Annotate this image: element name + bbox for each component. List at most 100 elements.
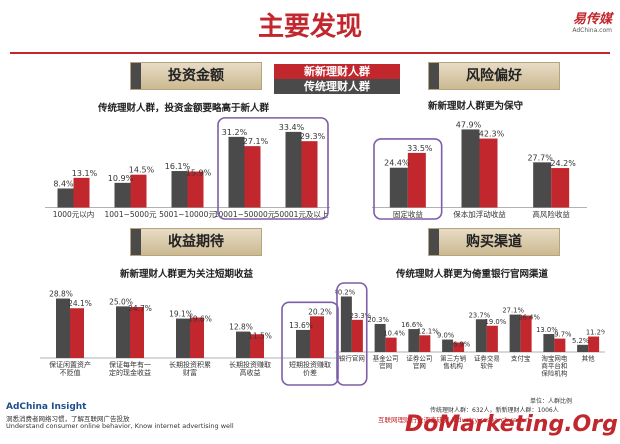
bar-traditional bbox=[461, 129, 480, 208]
data-label-traditional: 5.2% bbox=[572, 337, 590, 345]
bar-new bbox=[520, 315, 532, 352]
data-label-new: 19.0% bbox=[485, 318, 507, 326]
data-label-traditional: 16.6% bbox=[401, 321, 423, 329]
bar-traditional bbox=[285, 131, 302, 208]
bar-new bbox=[453, 342, 465, 352]
data-label-traditional: 28.8% bbox=[49, 290, 73, 299]
data-label-new: 6.9% bbox=[453, 340, 471, 348]
bar-traditional bbox=[171, 171, 188, 208]
data-label-traditional: 20.3% bbox=[367, 316, 389, 324]
category-label: 淘宝网电 bbox=[541, 354, 568, 363]
section-header-channel: 购买渠道 bbox=[428, 228, 560, 256]
section-header-return: 收益期待 bbox=[130, 228, 262, 256]
category-label: 5001~10000元 bbox=[159, 210, 216, 219]
category-label: 保险机构 bbox=[541, 369, 568, 378]
data-label-new: 11.5% bbox=[248, 331, 272, 340]
data-label-traditional: 47.9% bbox=[456, 120, 482, 129]
data-label-traditional: 40.2% bbox=[335, 288, 356, 296]
bar-traditional bbox=[374, 323, 386, 352]
category-label: 高收益 bbox=[240, 368, 261, 377]
bar-traditional bbox=[57, 188, 74, 208]
data-label-traditional: 23.7% bbox=[469, 311, 491, 319]
category-label: 长期投资积累 bbox=[169, 360, 211, 369]
highlight-box bbox=[373, 138, 443, 220]
bar-new bbox=[419, 335, 431, 352]
data-label-new: 24.1% bbox=[68, 299, 92, 308]
bar-traditional bbox=[408, 329, 420, 352]
data-label-new: 14.5% bbox=[129, 166, 155, 175]
subtitle-investment: 传统理财人群，投资金额要略高于新人群 bbox=[98, 103, 270, 114]
category-label: 官网 bbox=[379, 361, 392, 370]
footer-brand: AdChina Insight bbox=[6, 402, 87, 412]
subtitle-risk: 新新理财人群更为保守 bbox=[428, 101, 524, 112]
bar-traditional bbox=[340, 296, 352, 352]
data-label-new: 24.2% bbox=[550, 159, 576, 168]
data-label-traditional: 9.0% bbox=[437, 332, 455, 340]
bar-new bbox=[351, 319, 363, 352]
highlight-box bbox=[281, 301, 339, 386]
category-label: 长期投资赚取 bbox=[229, 360, 271, 369]
data-label-traditional: 31.2% bbox=[222, 128, 248, 137]
category-label: 50001元及以上 bbox=[275, 210, 329, 219]
bar-traditional bbox=[475, 319, 487, 352]
data-label-new: 20.2% bbox=[308, 307, 332, 316]
data-label-traditional: 8.4% bbox=[53, 179, 74, 188]
section-header-risk: 风险偏好 bbox=[428, 62, 560, 90]
category-label: 保本加浮动收益 bbox=[453, 209, 506, 219]
bar-new bbox=[486, 325, 498, 352]
bar-traditional bbox=[296, 329, 310, 358]
bar-new bbox=[301, 141, 318, 208]
section-title: 收益期待 bbox=[168, 234, 224, 250]
category-label: 官网 bbox=[413, 361, 426, 370]
bar-traditional bbox=[116, 306, 130, 358]
data-label-new: 12.1% bbox=[417, 327, 439, 335]
note-source: 互联网理财行业调查研究 industry research report bbox=[378, 416, 531, 424]
bar-new bbox=[554, 338, 566, 352]
data-label-new: 9.7% bbox=[554, 331, 572, 339]
data-label-new: 26.4% bbox=[518, 314, 540, 322]
data-label-new: 29.3% bbox=[300, 132, 326, 141]
bar-new bbox=[190, 317, 204, 358]
title-divider bbox=[10, 52, 610, 54]
section-title: 风险偏好 bbox=[466, 68, 522, 84]
category-label: 银行官网 bbox=[339, 354, 365, 363]
bar-new bbox=[407, 152, 426, 208]
bar-new bbox=[551, 168, 570, 208]
data-label-new: 42.3% bbox=[479, 130, 505, 139]
section-title: 购买渠道 bbox=[466, 234, 522, 250]
data-label-new: 27.1% bbox=[243, 137, 269, 146]
category-label: 支付宝 bbox=[511, 354, 531, 363]
bar-new bbox=[187, 171, 204, 208]
footer-line2: Understand consumer online behavior, Kno… bbox=[6, 422, 234, 430]
data-label-new: 11.2% bbox=[586, 329, 605, 337]
category-label: 不贬值 bbox=[60, 368, 81, 377]
bar-traditional bbox=[533, 162, 552, 208]
category-label: 其他 bbox=[582, 354, 596, 363]
data-label-new: 19.6% bbox=[188, 315, 212, 324]
category-label: 保证每年有一 bbox=[109, 360, 151, 369]
category-label: 软件 bbox=[480, 361, 494, 370]
highlight-box bbox=[217, 117, 329, 220]
legend-traditional-group: 传统理财人群 bbox=[274, 79, 400, 94]
note-base: 传统理财人群：632人，新新理财人群：1006人 bbox=[430, 407, 559, 414]
category-label: 10001~50000元 bbox=[214, 210, 276, 219]
bar-traditional bbox=[442, 339, 454, 352]
bar-traditional bbox=[228, 136, 245, 208]
bar-traditional bbox=[236, 331, 250, 358]
bar-new bbox=[130, 174, 147, 208]
footer-line1: 洞悉消费者网络习惯，了解互联网广告投放 bbox=[6, 415, 130, 423]
category-label: 证券交易 bbox=[474, 354, 500, 363]
category-label: 保证闲置资产 bbox=[49, 360, 91, 369]
data-label-new: 13.1% bbox=[72, 169, 98, 178]
category-label: 1000元以内 bbox=[53, 209, 95, 219]
page-title: 主要发现 bbox=[257, 12, 362, 42]
category-label: 1001~5000元 bbox=[105, 210, 157, 219]
category-label: 证券公司 bbox=[406, 354, 432, 363]
bar-traditional bbox=[176, 318, 190, 358]
highlight-box bbox=[336, 282, 368, 386]
subtitle-channel: 传统理财人群更为倚重银行官网渠道 bbox=[396, 269, 549, 280]
bar-new bbox=[250, 334, 264, 358]
bar-new bbox=[244, 146, 261, 208]
